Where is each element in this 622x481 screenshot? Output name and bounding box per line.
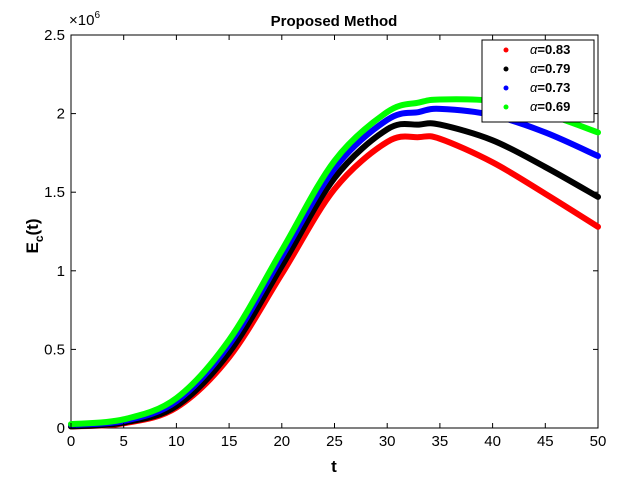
y-exponent-label: ×106 [69, 10, 100, 29]
x-tick-label: 10 [168, 433, 185, 450]
legend-greek-1: α [530, 42, 538, 57]
legend-greek-4: α [530, 99, 538, 114]
legend: α=0.83α=0.79α=0.73α=0.69 [481, 39, 595, 123]
legend-value-2: =0.79 [537, 61, 570, 76]
x-tick-label: 15 [221, 433, 238, 450]
x-tick-label: 20 [273, 433, 290, 450]
series-line-2 [68, 120, 601, 430]
y-tick-label: 1 [57, 263, 65, 280]
x-tick-label: 30 [379, 433, 396, 450]
chart-title: Proposed Method [271, 13, 398, 30]
legend-greek-3: α [530, 80, 538, 95]
x-tick-label: 5 [120, 433, 128, 450]
y-tick-label: 2.5 [44, 27, 65, 44]
x-tick-label: 50 [590, 433, 607, 450]
y-tick-label: 2 [57, 106, 65, 123]
y-tick-label: 0.5 [44, 341, 65, 358]
legend-value-1: =0.83 [537, 42, 570, 57]
legend-marker-1 [503, 47, 509, 53]
ticks-layer: 0 5 10 15 20 25 30 35 40 45 50 0 0.5 1 1.5 2 2.5 [44, 27, 606, 450]
x-axis-label: t [331, 457, 337, 476]
legend-marker-3 [503, 85, 509, 91]
y-exponent-base: ×10 [69, 12, 94, 29]
y-axis-label-sub: c [32, 235, 46, 242]
x-tick-label: 25 [326, 433, 343, 450]
legend-marker-4 [503, 104, 509, 110]
legend-value-3: =0.73 [537, 80, 570, 95]
x-tick-label: 0 [67, 433, 75, 450]
legend-label-4: α=0.69 [530, 99, 570, 114]
y-axis-label-main: E [23, 242, 42, 253]
x-tick-label: 45 [537, 433, 554, 450]
x-tick-label: 40 [484, 433, 501, 450]
y-axis-label-tail: (t) [23, 218, 42, 235]
legend-marker-2 [503, 66, 509, 72]
legend-value-4: =0.69 [537, 99, 570, 114]
y-axis-label: Ec(t) [23, 218, 46, 253]
legend-label-3: α=0.73 [530, 80, 570, 95]
x-tick-label: 35 [432, 433, 449, 450]
y-tick-label: 0 [57, 420, 65, 437]
y-exponent-power: 6 [94, 10, 100, 21]
legend-box [481, 39, 595, 123]
y-tick-label: 1.5 [44, 184, 65, 201]
legend-label-2: α=0.79 [530, 61, 570, 76]
legend-greek-2: α [530, 61, 538, 76]
legend-label-1: α=0.83 [530, 42, 570, 57]
